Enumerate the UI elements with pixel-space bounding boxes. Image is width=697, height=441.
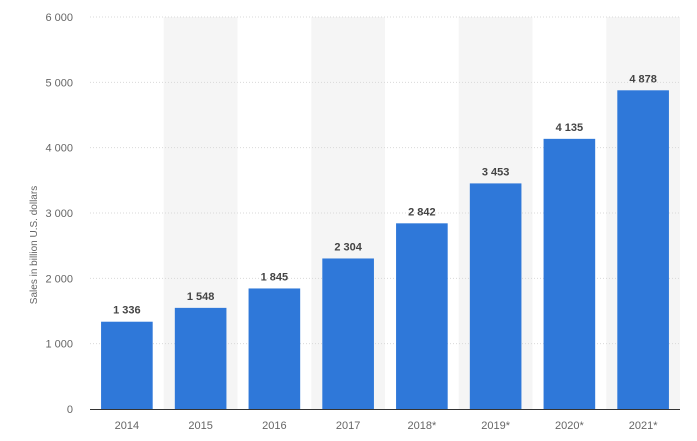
y-tick-label: 6 000 [45,12,73,24]
bar [543,138,596,409]
bar [617,90,669,409]
y-axis-tick-labels: 0 1 000 2 000 3 000 4 000 5 000 6 000 [45,12,73,416]
bar [174,307,227,409]
y-tick-label: 5 000 [45,77,73,89]
value-labels: 1 336 1 548 1 845 2 304 2 842 3 453 4 135 4 878 [113,73,657,316]
x-tick-label: 2016 [262,420,286,432]
bar-value-label: 2 842 [408,206,436,218]
x-tick-label: 2015 [188,420,212,432]
bars [101,90,669,409]
bar-value-label: 2 304 [334,241,362,253]
bar [101,321,153,409]
y-tick-label: 2 000 [45,273,73,285]
grid-lines [90,16,680,345]
bar-value-label: 1 845 [261,271,289,283]
y-tick-label: 1 000 [45,339,73,351]
x-tick-label: 2020* [555,420,584,432]
bar [248,288,301,409]
y-axis-title: Sales in billion U.S. dollars [29,186,40,304]
x-tick-label: 2017 [336,420,360,432]
bar-value-label: 4 878 [629,73,657,85]
y-tick-label: 0 [67,404,73,416]
x-tick-label: 2019* [481,420,510,432]
x-tick-label: 2018* [407,420,436,432]
y-tick-label: 4 000 [45,143,73,155]
bar-value-label: 3 453 [482,166,510,178]
x-axis-tick-labels: 2014 2015 2016 2017 2018* 2019* 2020* 2021* [115,420,659,432]
bar [396,223,448,409]
bar-value-label: 4 135 [556,122,584,134]
bar-value-label: 1 336 [113,305,141,317]
bar-value-label: 1 548 [187,291,215,303]
x-tick-label: 2014 [115,420,139,432]
y-tick-label: 3 000 [45,208,73,220]
x-tick-label: 2021* [629,420,658,432]
bar [469,183,522,409]
bar [322,258,374,409]
